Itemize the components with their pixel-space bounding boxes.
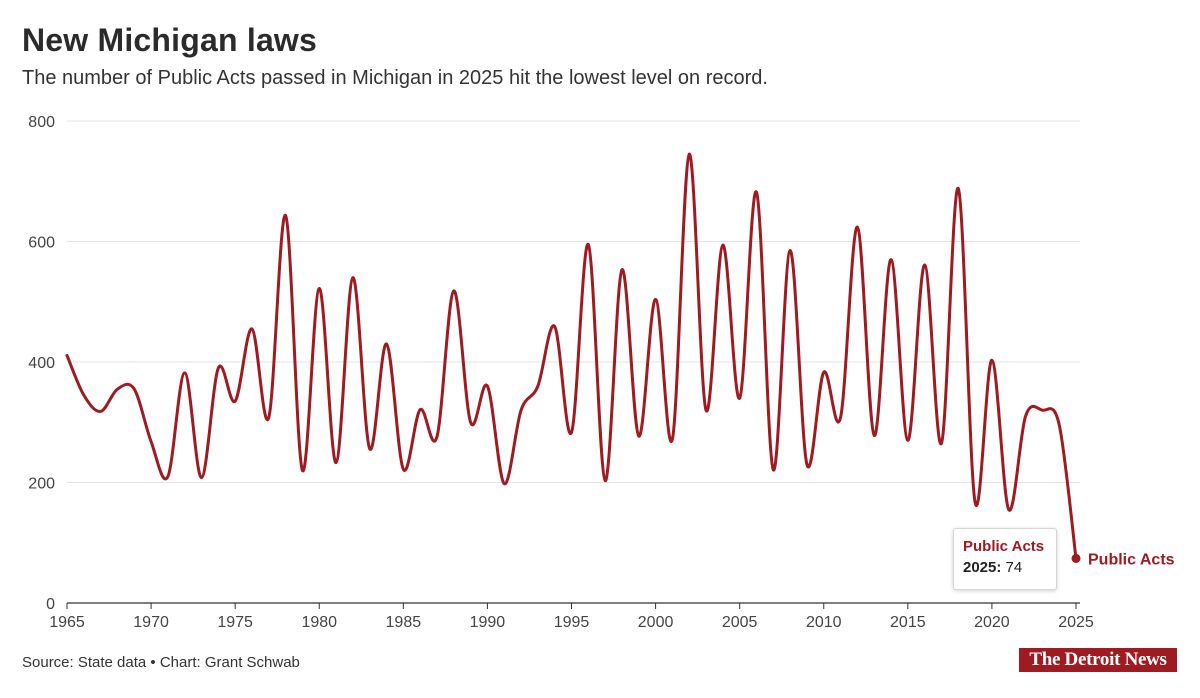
- series-end-label: Public Acts: [1088, 551, 1175, 568]
- x-tick-label-1985: 1985: [386, 614, 422, 631]
- y-tick-label-0: 0: [46, 596, 55, 613]
- x-tick-label-1990: 1990: [470, 614, 506, 631]
- gridlines: [67, 120, 1080, 483]
- chart-subtitle: The number of Public Acts passed in Mich…: [22, 67, 768, 89]
- series-line-public-acts: [65, 152, 1078, 560]
- x-tick-label-1970: 1970: [133, 614, 169, 631]
- source-credit: Source: State data • Chart: Grant Schwab: [22, 654, 300, 671]
- series-public-acts: Public Acts: [65, 152, 1175, 568]
- tooltip-value: 74: [1005, 559, 1023, 576]
- detroit-news-logo[interactable]: The Detroit News: [1019, 648, 1177, 672]
- chart-title: New Michigan laws: [22, 22, 318, 58]
- x-tick-label-2000: 2000: [638, 614, 674, 631]
- x-tick-label-2020: 2020: [974, 614, 1010, 631]
- tooltip-value-row: 2025: 74: [963, 559, 1047, 576]
- y-tick-label-800: 800: [28, 114, 55, 131]
- x-tick-label-1965: 1965: [49, 614, 85, 631]
- x-tick-label-2025: 2025: [1058, 614, 1094, 631]
- y-tick-label-400: 400: [28, 355, 55, 372]
- data-tooltip: Public Acts 2025: 74: [953, 528, 1057, 590]
- y-axis-labels: 0 200 400 600 800: [28, 114, 55, 613]
- x-tick-label-2010: 2010: [806, 614, 842, 631]
- data-point-2025[interactable]: [1071, 553, 1081, 563]
- y-tick-label-600: 600: [28, 235, 55, 252]
- x-axis: 1965 1970 1975 1980 1985 1990 1995 2000 2005 2010…: [49, 602, 1094, 631]
- tooltip-series-name: Public Acts: [963, 538, 1045, 555]
- x-tick-label-1980: 1980: [301, 614, 337, 631]
- x-tick-label-1995: 1995: [554, 614, 590, 631]
- y-tick-label-200: 200: [28, 476, 55, 493]
- x-tick-label-2005: 2005: [722, 614, 758, 631]
- x-tick-label-1975: 1975: [217, 614, 253, 631]
- x-tick-label-2015: 2015: [890, 614, 926, 631]
- tooltip-year: 2025:: [963, 559, 1002, 576]
